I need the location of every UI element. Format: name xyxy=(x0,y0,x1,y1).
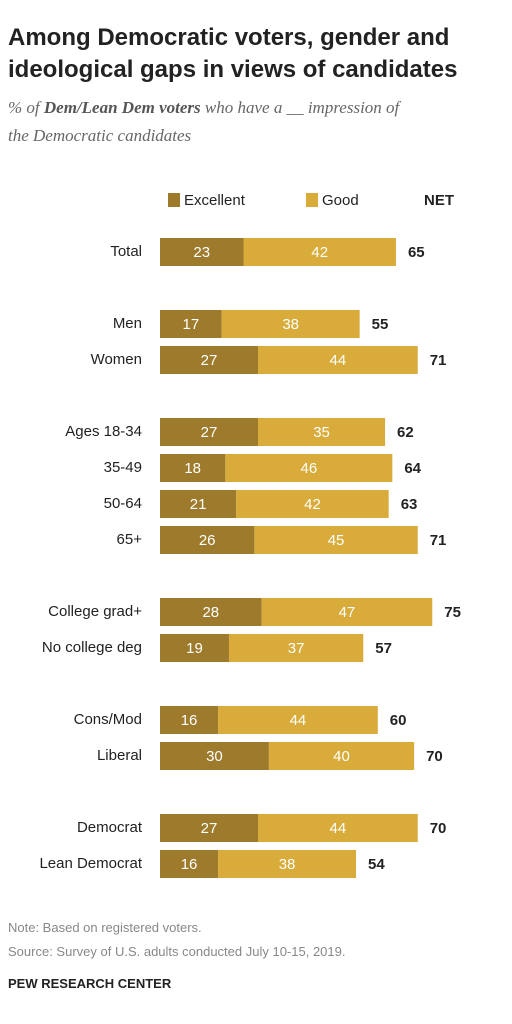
bar-segment xyxy=(160,634,229,662)
bar-segment xyxy=(228,634,364,662)
legend-label: Good xyxy=(322,192,359,209)
bar-segment xyxy=(160,598,262,626)
value-label: 17 xyxy=(183,316,200,333)
category-label: Lean Democrat xyxy=(39,855,142,872)
value-label: 16 xyxy=(181,712,198,729)
category-label: Men xyxy=(113,315,142,332)
bar-segment xyxy=(160,418,259,446)
legend-label: Excellent xyxy=(184,192,246,209)
value-label: 19 xyxy=(186,640,203,657)
value-label: 46 xyxy=(300,460,317,477)
category-label: College grad+ xyxy=(48,603,142,620)
net-value: 71 xyxy=(430,532,447,549)
value-label: 47 xyxy=(339,604,356,621)
bar-segment xyxy=(243,238,396,266)
value-label: 35 xyxy=(313,424,330,441)
value-label: 16 xyxy=(181,856,198,873)
bar-segment xyxy=(258,346,418,374)
bar-segment xyxy=(218,850,357,878)
net-value: 62 xyxy=(397,424,414,441)
net-value: 55 xyxy=(372,316,389,333)
value-label: 27 xyxy=(201,820,218,837)
value-label: 38 xyxy=(279,856,296,873)
net-value: 71 xyxy=(430,352,447,369)
value-label: 28 xyxy=(202,604,219,621)
net-header: NET xyxy=(424,192,454,209)
value-label: 38 xyxy=(282,316,299,333)
bar-segment xyxy=(261,598,433,626)
net-value: 63 xyxy=(401,496,418,513)
category-label: Democrat xyxy=(77,819,143,836)
credit: PEW RESEARCH CENTER xyxy=(8,976,172,991)
net-value: 57 xyxy=(375,640,392,657)
value-label: 37 xyxy=(288,640,305,657)
bar-segment xyxy=(268,742,415,770)
net-value: 65 xyxy=(408,244,425,261)
net-value: 70 xyxy=(430,820,447,837)
bar-segment xyxy=(160,850,219,878)
bar-segment xyxy=(258,418,386,446)
category-label: 65+ xyxy=(117,531,143,548)
category-label: Liberal xyxy=(97,747,142,764)
bar-segment xyxy=(160,454,226,482)
legend-swatch xyxy=(168,193,180,207)
bar-segment xyxy=(160,706,219,734)
category-label: 35-49 xyxy=(104,459,142,476)
net-value: 54 xyxy=(368,856,385,873)
value-label: 21 xyxy=(190,496,207,513)
bar-segment xyxy=(254,526,418,554)
category-label: No college deg xyxy=(42,639,142,656)
net-value: 70 xyxy=(426,748,443,765)
subtitle-text: who have a __ impression of the Democrat… xyxy=(8,98,400,145)
category-label: Women xyxy=(91,351,142,368)
subtitle-text: % of xyxy=(8,98,44,117)
bar-segment xyxy=(218,706,378,734)
value-label: 44 xyxy=(330,820,347,837)
chart: Excellent Good NET Total 23 42 65 Men 17 38 55 Wome… xyxy=(39,192,461,878)
value-label: 42 xyxy=(304,496,321,513)
net-value: 60 xyxy=(390,712,407,729)
subtitle: % of Dem/Lean Dem voters who have a __ i… xyxy=(8,94,408,150)
bar-segment xyxy=(236,490,389,518)
bar-segment xyxy=(160,490,237,518)
value-label: 27 xyxy=(201,424,218,441)
bar-segment xyxy=(160,346,259,374)
note: Note: Based on registered voters. xyxy=(8,920,202,935)
bar-segment xyxy=(221,310,360,338)
legend-swatch xyxy=(306,193,318,207)
value-label: 42 xyxy=(311,244,328,261)
category-label: Ages 18-34 xyxy=(65,423,142,440)
chart-title: Among Democratic voters, gender and ideo… xyxy=(8,24,458,83)
bar-segment xyxy=(258,814,418,842)
bar-segment xyxy=(160,526,255,554)
value-label: 44 xyxy=(290,712,307,729)
category-label: 50-64 xyxy=(104,495,142,512)
value-label: 23 xyxy=(193,244,210,261)
bar-segment xyxy=(160,310,222,338)
source: Source: Survey of U.S. adults conducted … xyxy=(8,944,346,959)
bar-segment xyxy=(160,238,244,266)
value-label: 18 xyxy=(184,460,201,477)
net-value: 75 xyxy=(444,604,461,621)
value-label: 26 xyxy=(199,532,216,549)
bar-segment xyxy=(160,742,269,770)
category-label: Cons/Mod xyxy=(74,711,142,728)
value-label: 30 xyxy=(206,748,223,765)
bar-segment xyxy=(160,814,259,842)
value-label: 44 xyxy=(330,352,347,369)
value-label: 40 xyxy=(333,748,350,765)
value-label: 45 xyxy=(328,532,345,549)
category-label: Total xyxy=(110,243,142,260)
bar-segment xyxy=(225,454,393,482)
net-value: 64 xyxy=(404,460,421,477)
subtitle-bold: Dem/Lean Dem voters xyxy=(43,98,201,117)
value-label: 27 xyxy=(201,352,218,369)
